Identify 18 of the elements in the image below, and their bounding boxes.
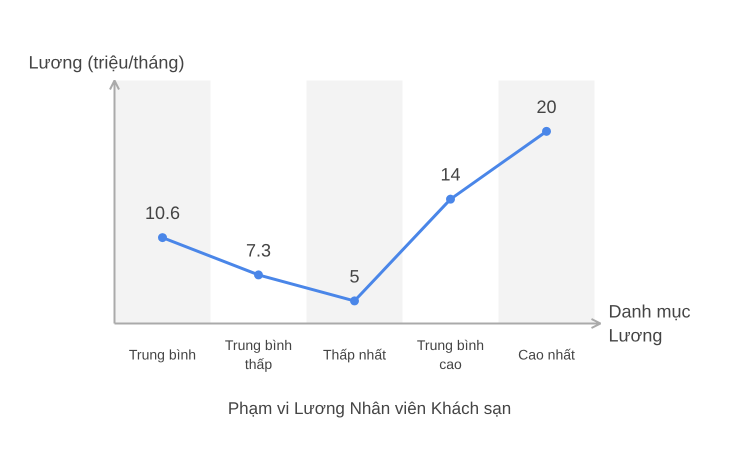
data-label: 10.6	[144, 203, 180, 224]
x-tick-label: Trung bình thấp	[224, 336, 292, 372]
x-tick-label: Trung bình	[128, 346, 196, 362]
point	[158, 233, 167, 242]
point	[350, 296, 359, 306]
point	[542, 126, 551, 136]
x-tick-label: Cao nhất	[518, 346, 576, 362]
x-axis-title: Danh mục Lương	[608, 302, 691, 346]
text: Phạm vi Lương Nhân viên Khách sạn	[228, 399, 512, 418]
point	[446, 194, 455, 204]
data-label: 20	[536, 96, 557, 117]
x-tick-label: Trung bình cao	[416, 336, 484, 372]
data-label: 14	[440, 164, 461, 185]
y-axis-title: Lương (triệu/tháng)	[28, 52, 184, 72]
data-label: 5	[349, 266, 360, 286]
data-label: 7.3	[246, 240, 272, 260]
point	[254, 270, 263, 280]
x-tick-label: Thấp nhất	[322, 346, 386, 362]
